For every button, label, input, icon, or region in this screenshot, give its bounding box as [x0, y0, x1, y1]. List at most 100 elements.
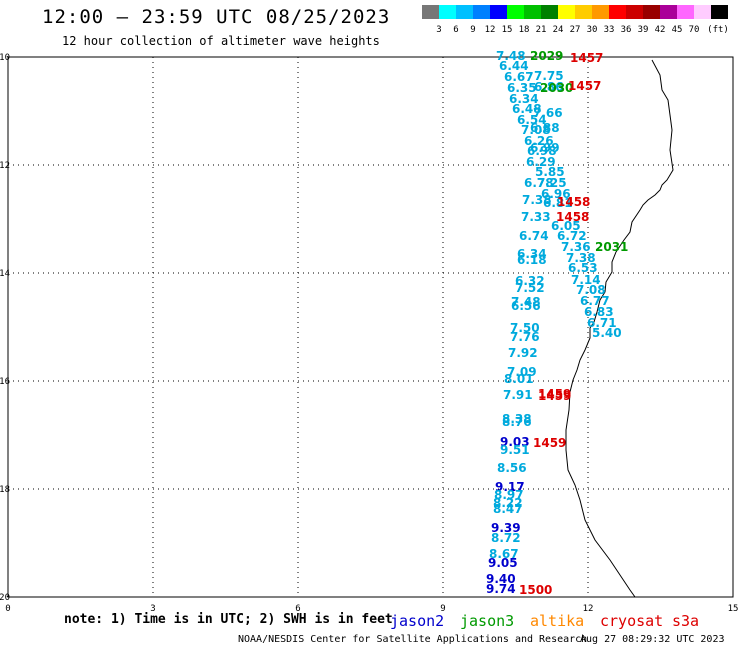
footer-timestamp: Aug 27 08:29:32 UTC 2023 [580, 634, 725, 645]
wave-height-label: 9.51 [500, 443, 530, 457]
wave-height-label: 1457 [568, 79, 601, 93]
colorbar-tick-label: 42 [655, 25, 666, 35]
colorbar-tick-label: 30 [587, 25, 598, 35]
wave-height-label: 7.76 [510, 330, 540, 344]
wave-height-label: 6.44 [499, 59, 529, 73]
wave-height-label: 6.88 [530, 121, 560, 135]
wave-height-label: 7.91 [503, 388, 533, 402]
wave-height-label: 1500 [519, 583, 552, 597]
page-title: 12:00 – 23:59 UTC 08/25/2023 [42, 6, 391, 28]
wave-height-label: 8.38 [502, 412, 532, 426]
colorbar-swatch [677, 5, 694, 19]
wave-height-label: 9.17 [495, 480, 525, 494]
wave-height-label: 7.25 [537, 176, 567, 190]
colorbar-swatch [524, 5, 541, 19]
footer-credit: NOAA/NESDIS Center for Satellite Applica… [238, 634, 588, 645]
wave-height-label: 6.53 [568, 261, 598, 275]
legend-jason2: jason2 [390, 612, 445, 630]
colorbar-swatch [541, 5, 558, 19]
wave-height-label: 6.72 [557, 229, 587, 243]
wave-height-label: 6.77 [580, 294, 610, 308]
colorbar-swatch [643, 5, 660, 19]
colorbar-tick-label: 12 [485, 25, 496, 35]
legend-jason3: jason3 [460, 612, 515, 630]
colorbar-tick-label: 24 [553, 25, 564, 35]
wave-height-label: 6.32 [515, 274, 545, 288]
colorbar-swatch [456, 5, 473, 19]
wave-height-label: 7.50 [510, 321, 540, 335]
colorbar-tick-label: 21 [536, 25, 547, 35]
legend-note: note: 1) Time is in UTC; 2) SWH is in fe… [64, 612, 393, 627]
wave-height-label: 7.75 [534, 69, 564, 83]
x-tick-label: 3 [150, 604, 155, 614]
colorbar-swatch [626, 5, 643, 19]
colorbar-swatch [660, 5, 677, 19]
wave-height-label: 8.97 [494, 488, 524, 502]
wave-height-label: 6.48 [512, 102, 542, 116]
wave-height-label: 1457 [570, 51, 603, 65]
wave-height-label: 8.72 [491, 531, 521, 545]
wave-height-label: 6.98 [527, 144, 557, 158]
colorbar-swatch [694, 5, 711, 19]
y-tick-label: -16 [0, 377, 10, 387]
wave-height-label: 8.76 [502, 415, 532, 429]
colorbar-unit-label: (ft) [707, 25, 729, 35]
wave-height-label: 6.18 [517, 253, 547, 267]
wave-height-label: 2031 [595, 240, 628, 254]
y-tick-label: -12 [0, 161, 10, 171]
colorbar-swatch [473, 5, 490, 19]
wave-height-label: 6.34 [517, 247, 547, 261]
x-tick-label: 0 [5, 604, 10, 614]
wave-height-label: 5.40 [592, 326, 622, 340]
wave-height-label: 6.71 [587, 316, 617, 330]
wave-height-label: 9.40 [486, 572, 516, 586]
wave-height-colorbar: 3 6 9 12 15 18 21 24 27 30 33 36 39 42 45 70 (ft) [422, 5, 729, 35]
wave-height-label: 6.74 [519, 229, 549, 243]
wave-height-label: 6.83 [584, 305, 614, 319]
colorbar-swatch [592, 5, 609, 19]
wave-height-label: 7.38 [566, 251, 596, 265]
wave-height-label: 9.05 [488, 556, 518, 570]
colorbar-swatch [558, 5, 575, 19]
y-tick-label: -20 [0, 593, 10, 603]
colorbar-swatch [439, 5, 456, 19]
wave-height-label: 1458 [557, 195, 590, 209]
wave-height-label: 7.08 [521, 123, 551, 137]
colorbar-swatch [711, 5, 728, 19]
wave-height-label: 7.48 [496, 49, 526, 63]
colorbar-tick-label: 15 [502, 25, 513, 35]
legend-cryosat: cryosat [600, 612, 664, 630]
wave-height-label: 8.67 [489, 547, 519, 561]
wave-height-label: 6.99 [530, 141, 560, 155]
colorbar-tick-label: 6 [453, 25, 458, 35]
colorbar-tick-label: 27 [570, 25, 581, 35]
colorbar-tick-label: 39 [638, 25, 649, 35]
wave-height-label: 7.08 [576, 283, 606, 297]
colorbar-swatch [490, 5, 507, 19]
wave-height-label: 6.67 [504, 70, 534, 84]
wave-height-label: 8.22 [493, 496, 523, 510]
wave-height-label: 6.26 [524, 134, 554, 148]
wave-height-label: 8.47 [493, 502, 523, 516]
wave-height-label: 7.09 [507, 365, 537, 379]
colorbar-tick-label: 70 [689, 25, 700, 35]
wave-height-label: 1459 [533, 436, 566, 450]
wave-height-label: 7.14 [571, 273, 601, 287]
colorbar-tick-label: 3 [436, 25, 441, 35]
wave-height-label: 9.74 [486, 582, 516, 596]
y-tick-label: -10 [0, 53, 10, 63]
colorbar-swatch [422, 5, 439, 19]
wave-height-labels: 7.486.446.676.356.346.486.547.086.266.98… [486, 49, 628, 597]
colorbar-swatch [609, 5, 626, 19]
colorbar-tick-label: 9 [470, 25, 475, 35]
wave-height-label: 7.52 [515, 281, 545, 295]
wave-height-label: 1459 [538, 387, 571, 401]
wave-height-label: 9.03 [500, 435, 530, 449]
colorbar-tick-label: 36 [621, 25, 632, 35]
wave-height-label: 7.66 [533, 106, 563, 120]
wave-height-label: 6.96 [541, 187, 571, 201]
wave-height-label: 2029 [530, 49, 563, 63]
wave-height-label: 6.34 [509, 92, 539, 106]
x-tick-label: 6 [295, 604, 300, 614]
